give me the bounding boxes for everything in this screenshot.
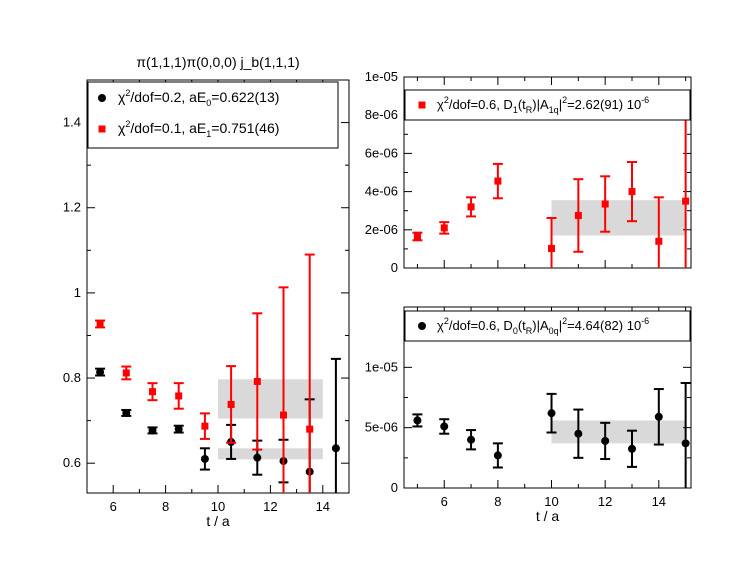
black-data-point: [174, 425, 183, 434]
y-tick-label: 0: [391, 480, 398, 495]
bottom-right-panel: 6 8 10 12 14 0 5e-06 1e-05 χ2/dof=0.6, D0(tR)|A0…: [365, 306, 692, 524]
black-data-point: [467, 435, 476, 444]
y-tick-label: 6e-06: [365, 145, 398, 160]
x-tick-label: 10: [211, 499, 225, 514]
left-legend-box: [87, 81, 339, 149]
left-panel: 6 8 10 12 14 0.6 0.8 1 1.2 1.4 χ2/dof=0.2, aE0=0.6…: [63, 54, 350, 529]
black-data-point: [96, 368, 105, 377]
red-data-point: [682, 197, 690, 205]
black-data-point: [627, 444, 636, 453]
red-legend-marker: [418, 101, 426, 109]
bottom-right-x-axis-title: t / a: [536, 508, 560, 524]
red-data-point: [306, 425, 314, 433]
y-tick-label: 1.2: [63, 200, 81, 215]
black-fit-band: [551, 420, 686, 444]
top-right-legend-box: [404, 89, 691, 121]
black-data-point: [122, 408, 131, 417]
black-data-point: [331, 444, 340, 453]
red-data-point: [122, 369, 130, 377]
black-data-point: [547, 409, 556, 418]
x-tick-label: 8: [162, 499, 169, 514]
y-tick-label: 0.8: [63, 370, 81, 385]
black-fit-band: [218, 448, 323, 460]
y-tick-label: 1e-05: [365, 69, 398, 84]
red-data-point: [253, 377, 261, 385]
black-data-point: [654, 412, 663, 421]
red-data-point: [149, 388, 156, 396]
y-tick-label: 8e-06: [365, 107, 398, 122]
red-data-point: [413, 232, 421, 240]
bottom-right-legend-box: [404, 310, 691, 342]
red-data-point: [96, 320, 104, 328]
y-tick-label: 0: [391, 260, 398, 275]
black-data-point: [200, 454, 209, 463]
black-data-point: [440, 422, 449, 431]
black-legend-marker: [98, 94, 106, 102]
red-legend-label: χ2/dof=0.1, aE1=0.751(46): [118, 119, 279, 139]
x-tick-label: 14: [652, 494, 666, 509]
black-legend-label: χ2/dof=0.6, D0(tR)|A0q|2=4.64(82) 10-6: [437, 316, 649, 336]
x-tick-label: 6: [110, 499, 117, 514]
red-data-point: [574, 211, 582, 219]
black-legend-label: χ2/dof=0.2, aE0=0.622(13): [118, 88, 279, 108]
top-right-panel: 0 2e-06 4e-06 6e-06 8e-06 1e-05 χ2/dof=0.6, D1…: [365, 69, 692, 275]
red-data-point: [601, 200, 609, 208]
x-tick-label: 10: [544, 494, 558, 509]
black-data-point: [601, 436, 610, 445]
red-data-point: [175, 392, 183, 400]
black-data-point: [413, 416, 422, 425]
y-tick-label: 1.4: [63, 115, 81, 130]
black-data-point: [148, 426, 157, 435]
black-data-point: [681, 439, 690, 448]
black-data-point: [574, 429, 583, 438]
red-legend-label: χ2/dof=0.6, D1(tR)|A1q|2=2.62(91) 10-6: [437, 95, 649, 115]
red-data-point: [201, 422, 209, 430]
black-data-point: [253, 453, 262, 462]
y-tick-label: 1: [74, 285, 81, 300]
left-x-axis-title: t / a: [206, 513, 230, 529]
y-tick-label: 4e-06: [365, 184, 398, 199]
chart-title: π(1,1,1)π(0,0,0) j_b(1,1,1): [136, 54, 299, 70]
red-data-point: [467, 203, 475, 211]
x-tick-label: 12: [598, 494, 612, 509]
red-data-point: [440, 224, 448, 232]
y-tick-label: 1e-05: [365, 359, 398, 374]
x-tick-label: 8: [494, 494, 501, 509]
red-legend-marker: [98, 125, 106, 133]
red-data-point: [548, 245, 556, 253]
x-tick-label: 12: [263, 499, 277, 514]
y-tick-label: 5e-06: [365, 420, 398, 435]
black-legend-marker: [418, 322, 426, 330]
red-data-point: [655, 237, 663, 245]
red-fit-band: [551, 200, 686, 236]
black-data-point: [493, 451, 502, 460]
red-data-point: [280, 411, 287, 419]
red-data-point: [494, 177, 502, 185]
red-data-point: [628, 188, 636, 196]
red-data-point: [227, 400, 235, 408]
x-tick-label: 6: [441, 494, 448, 509]
x-tick-label: 14: [316, 499, 330, 514]
y-tick-label: 2e-06: [365, 222, 398, 237]
y-tick-label: 0.6: [63, 455, 81, 470]
